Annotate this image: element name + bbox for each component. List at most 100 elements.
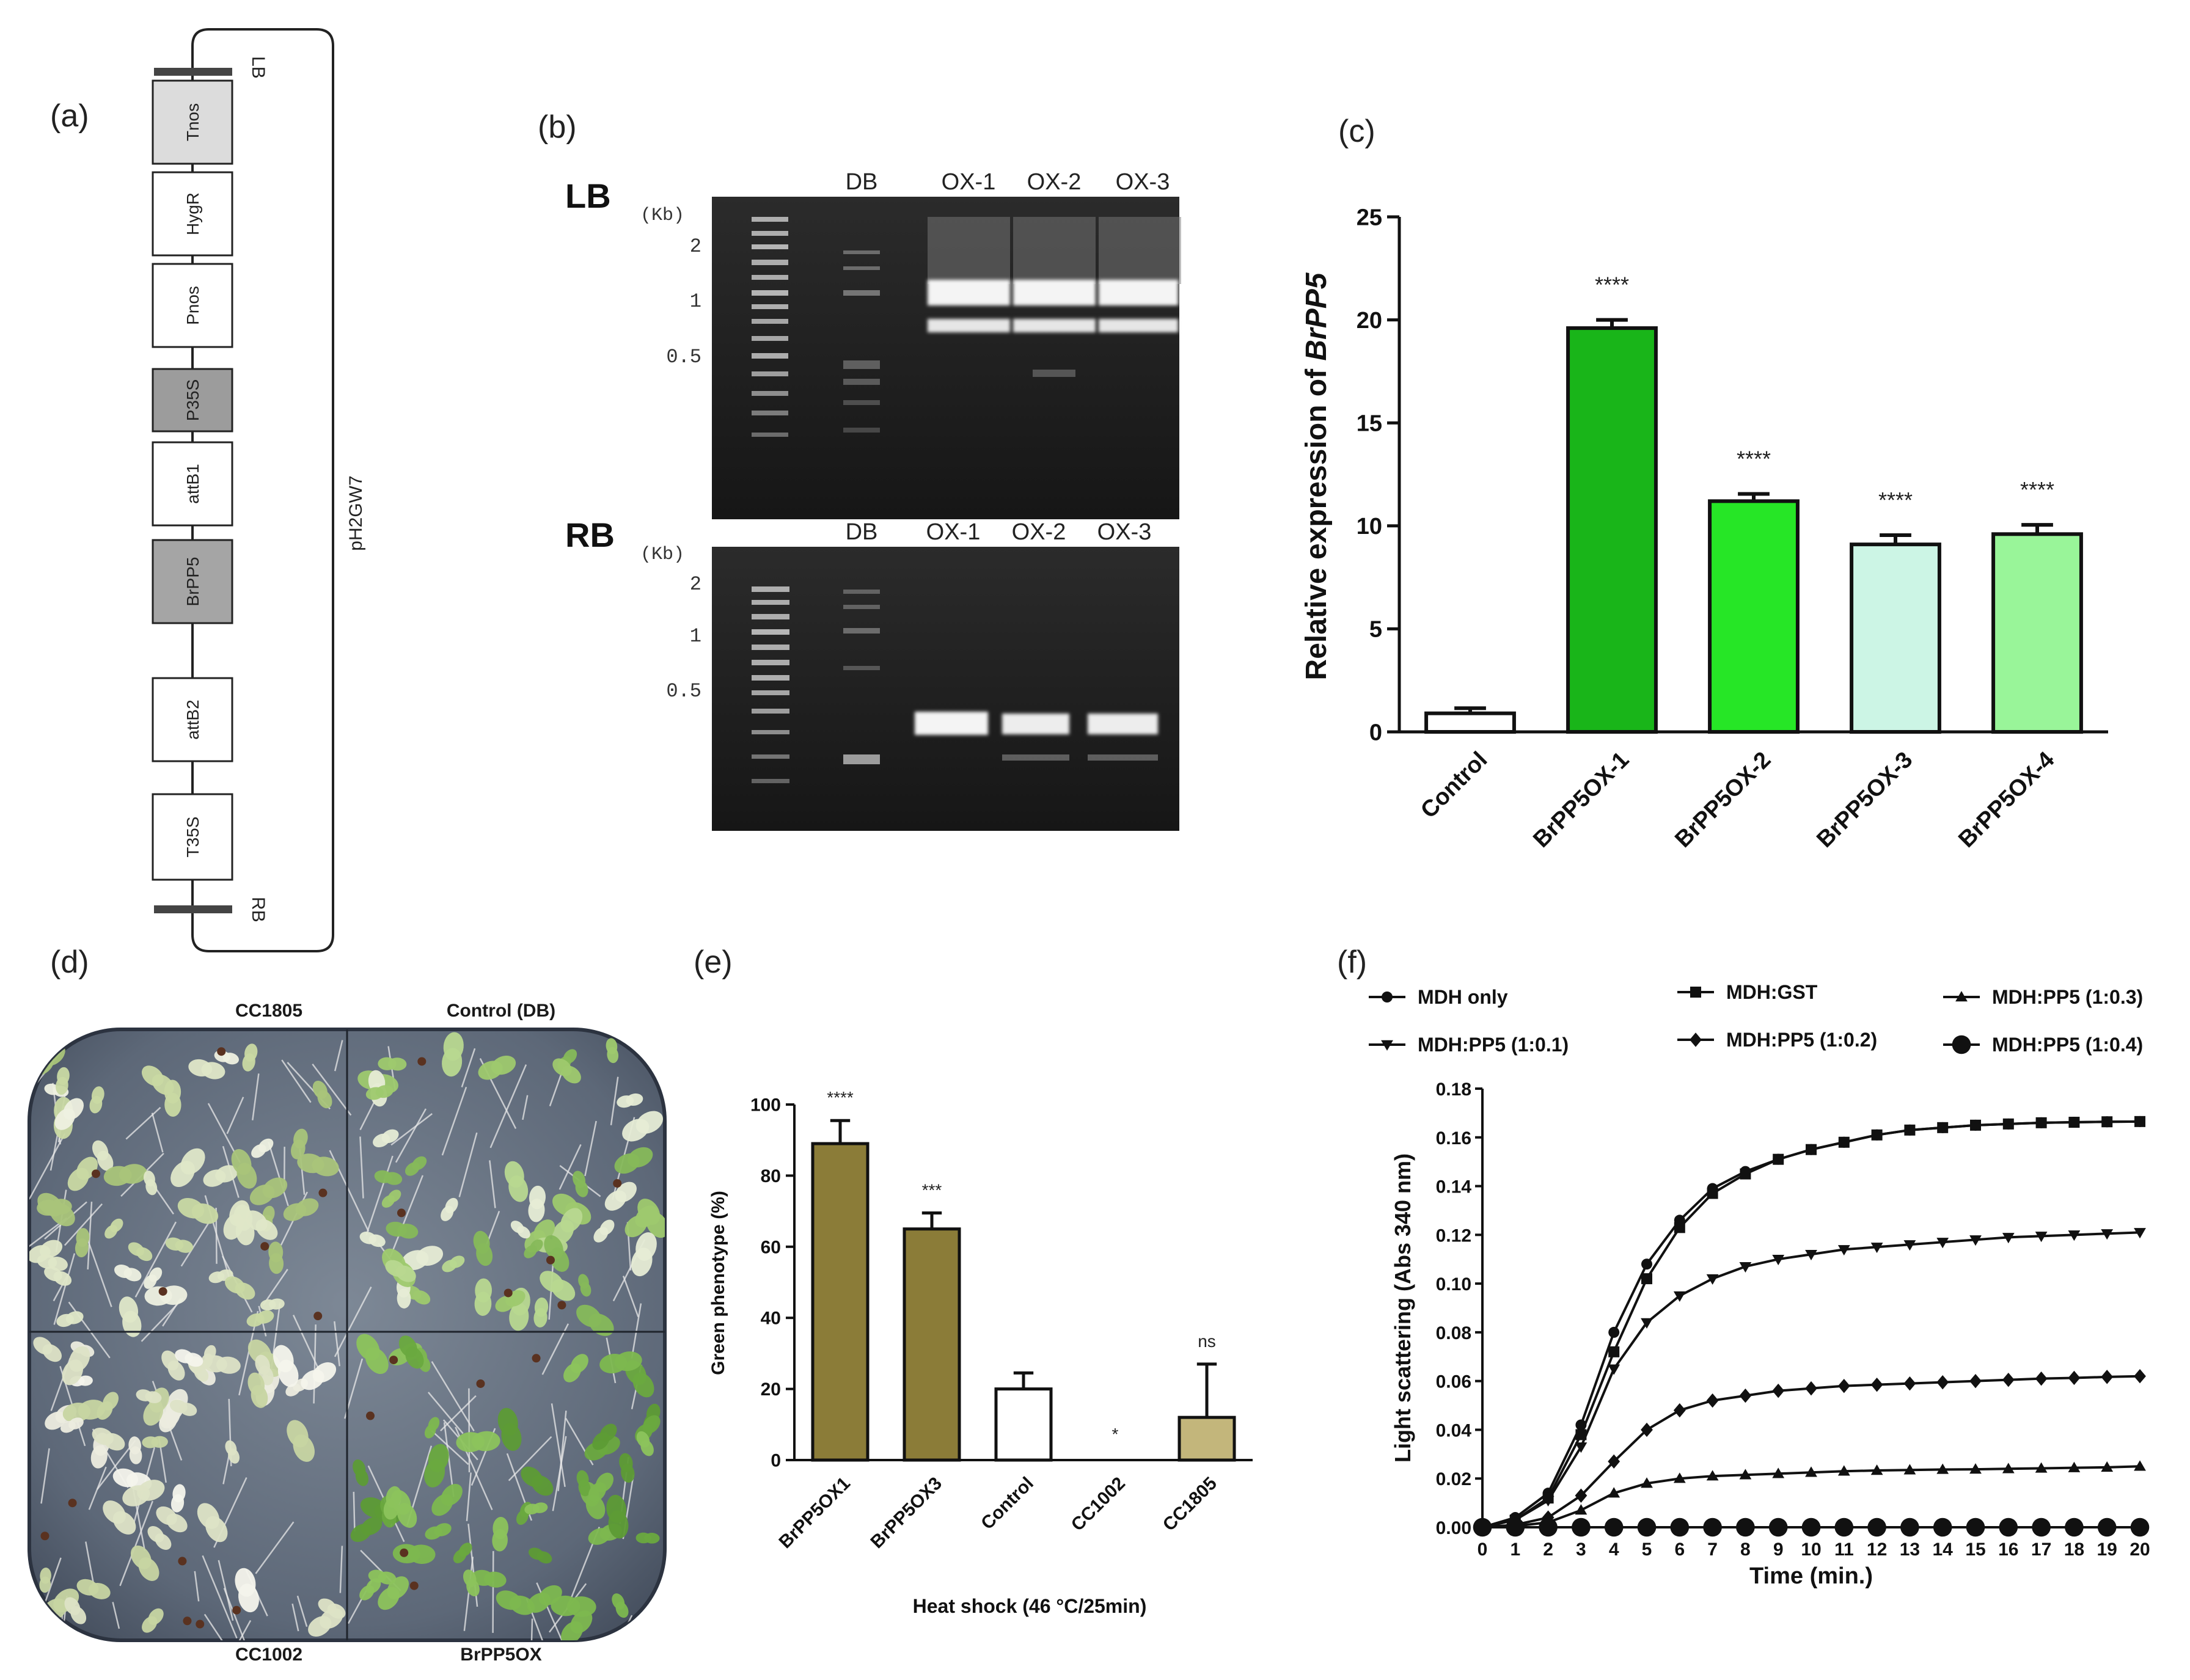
rb-border-bar (154, 905, 232, 913)
vector-loop (191, 28, 334, 952)
data-point (1969, 1373, 1982, 1389)
y-tick-label: 0.16 (1436, 1128, 1471, 1149)
x-category-label: BrPP5OX3 (866, 1474, 945, 1552)
significance-label: *** (922, 1181, 942, 1200)
rb-gel-title: RB (565, 516, 615, 554)
data-point (1673, 1291, 1686, 1302)
lb-gel-unit: (Kb) (640, 205, 684, 226)
data-point (1768, 1517, 1788, 1537)
data-point (2035, 1232, 2048, 1243)
data-point (1473, 1517, 1492, 1537)
lb-lane-ox3: OX-3 (1116, 169, 1170, 195)
data-point (1706, 1393, 1719, 1408)
data-point (2032, 1517, 2051, 1537)
svg-text:BrPP5: BrPP5 (183, 557, 202, 607)
block-attb1: attB1 (152, 441, 233, 527)
data-point (1575, 1488, 1588, 1503)
quadrant-label-brpp5ox: BrPP5OX (460, 1645, 542, 1665)
x-tick-label: 9 (1773, 1539, 1784, 1560)
data-point (1506, 1517, 1525, 1537)
data-point (1834, 1517, 1854, 1537)
series (1473, 1517, 2150, 1537)
data-point (1641, 1258, 1652, 1270)
rb-ladder-05: 0.5 (666, 680, 701, 703)
y-tick-label: 20 (761, 1379, 781, 1400)
lb-lane-ox2: OX-2 (1027, 169, 1082, 195)
legend-label: MDH only (1418, 986, 1508, 1008)
data-point (2002, 1463, 2015, 1474)
significance-label: **** (1737, 447, 1771, 472)
x-tick-label: 0 (1478, 1539, 1488, 1560)
y-tick-label: 5 (1369, 617, 1382, 643)
x-axis-label: Time (min.) (1749, 1563, 1873, 1589)
x-tick-label: 2 (1543, 1539, 1553, 1560)
y-tick-label: 0 (1369, 720, 1382, 745)
legend-item: MDH only (1369, 986, 1508, 1008)
significance-label: ns (1198, 1332, 1216, 1351)
data-point (1772, 1255, 1785, 1266)
legend-item: MDH:PP5 (1:0.4) (1943, 1034, 2143, 1056)
y-tick-label: 0.18 (1436, 1079, 1471, 1100)
lb-ladder-1: 1 (690, 290, 701, 313)
data-point (1608, 1364, 1621, 1375)
y-tick-label: 0.02 (1436, 1469, 1471, 1489)
block-pnos: Pnos (152, 263, 233, 348)
data-point (1382, 992, 1393, 1003)
x-category-label: Control (977, 1474, 1038, 1534)
rb-ladder-2: 2 (690, 573, 701, 596)
x-tick-label: 15 (1965, 1539, 1985, 1560)
data-point (2002, 1233, 2015, 1244)
data-point (1936, 1463, 1949, 1474)
data-point (1933, 1517, 1952, 1537)
significance-label: **** (1595, 272, 1629, 298)
data-point (2097, 1517, 2117, 1537)
data-point (2101, 1370, 2114, 1384)
x-tick-label: 19 (2097, 1539, 2117, 1560)
y-axis-label: Green phenotype (%) (708, 1191, 728, 1375)
data-point (1608, 1454, 1621, 1469)
data-point (2035, 1117, 2047, 1128)
legend-item: MDH:GST (1677, 981, 1818, 1003)
bar (1708, 499, 1800, 734)
y-tick-label: 0.14 (1436, 1177, 1472, 1197)
data-point (1608, 1326, 1620, 1338)
chart-light-scattering: MDH only MDH:GST MDH:PP5 (1:0.3) MDH:PP5 (1… (1369, 981, 2150, 1589)
data-point (1903, 1376, 1916, 1391)
data-point (1641, 1273, 1652, 1285)
y-tick-label: 0.10 (1436, 1274, 1471, 1295)
legend-item: MDH:PP5 (1:0.1) (1369, 1034, 1569, 1056)
data-point (2134, 1368, 2146, 1384)
data-point (2101, 1229, 2114, 1240)
x-category-label: BrPP5OX1 (775, 1474, 854, 1552)
x-tick-label: 14 (1933, 1539, 1954, 1560)
panel-label-b: (b) (538, 109, 577, 145)
data-point (1670, 1517, 1690, 1537)
data-point (1870, 1243, 1883, 1254)
x-category-label: Control (1416, 747, 1492, 824)
data-point (2065, 1517, 2084, 1537)
x-tick-label: 1 (1510, 1539, 1520, 1560)
data-point (1871, 1129, 1883, 1141)
panel-label-d: (d) (50, 944, 89, 980)
data-point (1604, 1517, 1624, 1537)
panel-label-c: (c) (1338, 114, 1375, 149)
significance-label: * (1112, 1425, 1119, 1444)
significance-label: **** (827, 1088, 854, 1107)
rb-gel-image (712, 547, 1179, 831)
lb-ox-bands (928, 217, 1181, 377)
vector-name: pH2GW7 (346, 475, 366, 550)
data-point (1706, 1274, 1719, 1285)
panel-label-e: (e) (694, 944, 733, 980)
lb-lane-ox1: OX-1 (942, 169, 996, 195)
data-point (1969, 1235, 1982, 1246)
rb-lane-ox1: OX-1 (926, 519, 981, 545)
y-tick-label: 10 (1357, 514, 1382, 539)
data-point (1801, 1517, 1821, 1537)
rb-lane-db: DB (846, 519, 878, 545)
x-tick-label: 18 (2064, 1539, 2084, 1560)
data-point (1870, 1464, 1883, 1475)
block-brpp5: BrPP5 (152, 539, 233, 624)
y-tick-label: 0.00 (1436, 1518, 1471, 1538)
data-point (2035, 1462, 2048, 1473)
data-point (1806, 1144, 1817, 1155)
